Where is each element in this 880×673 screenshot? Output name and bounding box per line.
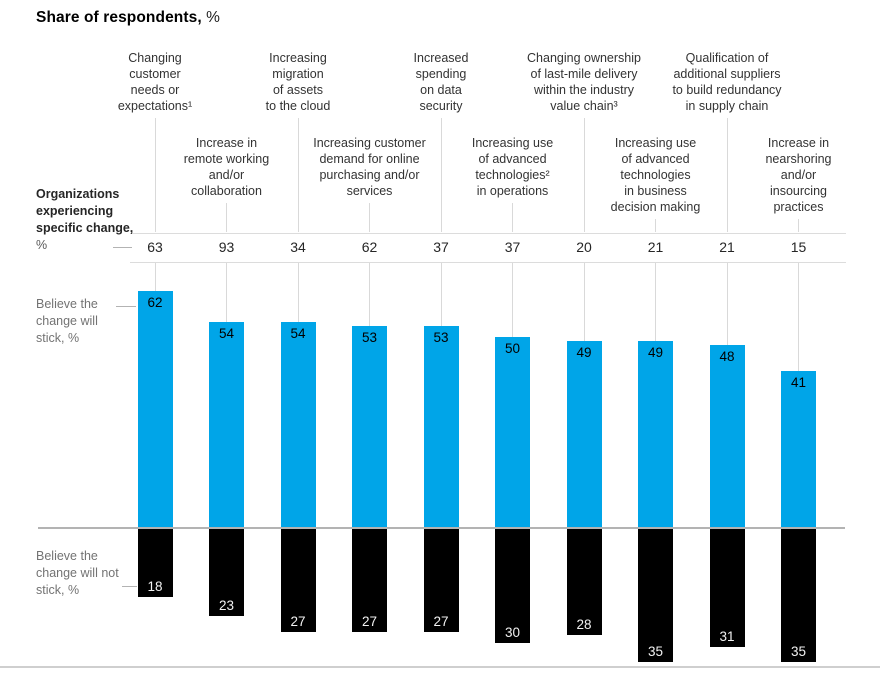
not-stick-bar: 35 <box>638 529 673 662</box>
grid-line-upper <box>798 219 799 232</box>
experiencing-axis-label-unit: % <box>36 238 48 252</box>
stick-axis-label: Believe the change will stick, % <box>36 297 98 345</box>
not-stick-value: 23 <box>218 598 235 613</box>
not-stick-bar: 23 <box>209 529 244 616</box>
stick-value: 54 <box>218 326 235 341</box>
experiencing-value: 21 <box>647 239 664 255</box>
grid-line-upper <box>655 219 656 232</box>
grid-line-upper <box>154 118 156 232</box>
stick-bar: 48 <box>709 345 745 527</box>
not-stick-value: 28 <box>576 617 592 632</box>
zero-axis-line <box>38 527 845 529</box>
title-unit: % <box>206 9 221 26</box>
experiencing-value: 34 <box>290 239 306 255</box>
not-stick-value: 27 <box>290 614 306 629</box>
grid-line-upper <box>369 203 370 232</box>
not-stick-value: 27 <box>433 614 449 629</box>
not-stick-bar: 27 <box>423 529 459 632</box>
category-label: Qualification of additional suppliers to… <box>672 51 782 113</box>
not-stick-bar: 30 <box>495 529 530 643</box>
not-stick-value: 30 <box>504 625 521 640</box>
not-stick-bar: 31 <box>709 529 745 647</box>
grid-line-upper <box>297 118 299 232</box>
experiencing-value: 37 <box>504 239 521 255</box>
not-stick-bar: 28 <box>566 529 602 635</box>
experiencing-value: 93 <box>218 239 235 255</box>
experiencing-value: 62 <box>361 239 378 255</box>
stick-value: 50 <box>504 341 521 356</box>
not-stick-bar: 18 <box>137 529 173 597</box>
not-stick-value: 35 <box>790 644 807 659</box>
not-stick-value: 18 <box>147 579 163 594</box>
experiencing-value: 37 <box>433 239 449 255</box>
grid-line-upper <box>512 203 513 232</box>
experiencing-value: 20 <box>576 239 592 255</box>
stick-leader-line <box>116 306 136 307</box>
stick-bar: 62 <box>137 291 173 527</box>
stick-bar: 41 <box>781 371 816 527</box>
stick-value: 62 <box>147 295 163 310</box>
not-stick-bar: 35 <box>781 529 816 662</box>
not-stick-value: 35 <box>647 644 664 659</box>
category-label: Changing customer needs or expectations¹ <box>117 51 193 113</box>
grid-line-upper <box>726 118 728 232</box>
stick-bar: 49 <box>566 341 602 527</box>
category-label: Increasing customer demand for online pu… <box>313 136 426 198</box>
grid-line-upper <box>440 118 442 232</box>
category-label: Increasing use of advanced technologies … <box>610 136 701 214</box>
stick-bar: 50 <box>495 337 530 527</box>
not-stick-value: 27 <box>361 614 378 629</box>
stick-bar: 53 <box>423 326 459 527</box>
stick-bar: 54 <box>280 322 316 527</box>
category-label: Increased spending on data security <box>413 51 469 113</box>
page-title: Share of respondents, % <box>36 9 220 27</box>
stick-value: 53 <box>433 330 449 345</box>
stick-bar: 53 <box>352 326 387 527</box>
not-stick-axis-label: Believe the change will not stick, % <box>36 549 119 597</box>
not-stick-value: 31 <box>719 629 735 644</box>
stick-value: 54 <box>290 326 306 341</box>
stick-value: 48 <box>719 349 735 364</box>
category-label: Increase in nearshoring and/or insourcin… <box>765 136 832 214</box>
experiencing-axis-label-text: Organizations experiencing specific chan… <box>36 187 134 235</box>
category-label: Increasing use of advanced technologies²… <box>471 136 554 198</box>
experiencing-value: 15 <box>790 239 807 255</box>
bottom-rule <box>0 666 880 668</box>
not-stick-bar: 27 <box>280 529 316 632</box>
category-label: Changing ownership of last-mile delivery… <box>527 51 641 113</box>
experiencing-axis-label: Organizations experiencing specific chan… <box>36 186 146 254</box>
grid-line-upper <box>583 118 585 232</box>
stick-value: 49 <box>647 345 664 360</box>
stick-value: 53 <box>361 330 378 345</box>
experiencing-band-top-rule <box>130 233 846 234</box>
experiencing-leader-line <box>113 247 132 248</box>
stick-value: 41 <box>790 375 807 390</box>
stick-value: 49 <box>576 345 592 360</box>
stick-bar: 54 <box>209 322 244 527</box>
stick-bar: 49 <box>638 341 673 527</box>
not-stick-bar: 27 <box>352 529 387 632</box>
not-stick-leader-line <box>122 586 137 587</box>
experiencing-value: 21 <box>719 239 735 255</box>
title-text: Share of respondents, <box>36 9 202 26</box>
category-label: Increasing migration of assets to the cl… <box>265 51 331 113</box>
experiencing-value: 63 <box>147 239 163 255</box>
category-label: Increase in remote working and/or collab… <box>183 136 270 198</box>
grid-line-upper <box>226 203 227 232</box>
experiencing-band-bottom-rule <box>130 262 846 263</box>
